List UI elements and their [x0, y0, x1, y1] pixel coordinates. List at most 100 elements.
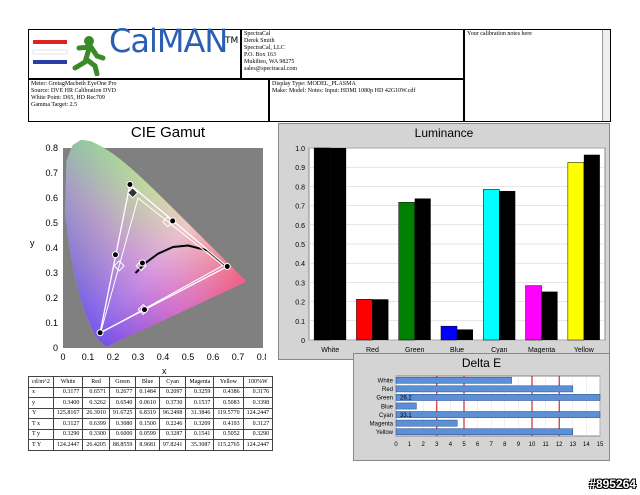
y-tick-label: 0.4: [45, 243, 58, 253]
luminance-bar-target: [499, 191, 516, 340]
table-header-cell: Cyan: [158, 376, 187, 388]
table-header-cell: White: [52, 376, 84, 388]
notes-scrollbar[interactable]: [602, 30, 610, 121]
x-tick-label: Yellow: [574, 347, 595, 354]
x-tick-label: Magenta: [528, 347, 555, 354]
x-tick-label: 15: [597, 442, 604, 448]
table-cell: 0.6399: [82, 418, 110, 430]
table-header-cell: cd/m^2: [28, 376, 54, 388]
company-line: sales@spectracal.com: [244, 66, 298, 72]
table-cell: 0.3080: [108, 418, 137, 430]
y-tick-label: 0: [301, 338, 305, 345]
delta-e-bar: [395, 376, 512, 384]
luminance-bar-measured: [440, 325, 458, 341]
table-cell: 0.3127: [242, 418, 274, 430]
table-cell: 96.2498: [158, 407, 187, 419]
table-cell: 119.5770: [213, 407, 244, 419]
table-cell: y: [28, 397, 54, 409]
table-cell: 35.3087: [185, 439, 215, 451]
y-tick-label: Cyan: [379, 413, 393, 419]
table-cell: 0.3300: [82, 428, 110, 440]
x-tick-label: Red: [366, 347, 379, 354]
delta-e-plot-area: [395, 375, 601, 437]
luminance-bar-measured: [483, 189, 500, 341]
y-tick-label: 0.2: [295, 300, 305, 307]
table-cell: 0.1537: [185, 397, 215, 409]
x-tick-label: Cyan: [491, 347, 507, 354]
table-cell: 31.3846: [185, 407, 215, 419]
y-tick-label: 0.7: [295, 204, 305, 211]
table-row: x 0.3177 0.6571 0.2677 0.1484 0.2097 0.3259 0.4…: [28, 386, 274, 398]
table-cell: 88.8559: [108, 439, 137, 451]
table-cell: 8.9681: [135, 439, 160, 451]
delta-e-bar: [395, 428, 574, 436]
meter-line: Meter: GretagMacbeth EyeOne Pro: [31, 81, 117, 87]
table-cell: 0.3290: [242, 428, 274, 440]
logo-text: CalMAN: [109, 22, 228, 60]
x-axis-label: x: [162, 366, 167, 376]
table-cell: 26.3910: [82, 407, 110, 419]
company-line: Mukilteo, WA 98275: [244, 59, 295, 65]
y-tick-label: 0.8: [45, 143, 58, 153]
table-cell: 0.3177: [52, 386, 84, 398]
y-axis-label: y: [30, 238, 35, 248]
table-cell: 0.5083: [213, 397, 244, 409]
table-cell: T x: [28, 418, 54, 430]
y-tick-label: Red: [382, 387, 393, 393]
y-tick-label: 0.1: [45, 318, 58, 328]
x-tick-label: 1: [408, 442, 412, 448]
calibration-notes[interactable]: Your calibration notes here: [464, 29, 611, 122]
y-tick-label: White: [378, 379, 394, 385]
x-tick-label: 0.8: [257, 352, 266, 362]
table-cell: 0.3176: [242, 386, 274, 398]
delta-e-bar: [395, 419, 458, 427]
x-tick-label: 10: [529, 442, 536, 448]
table-cell: 0.2677: [108, 386, 137, 398]
display-line: Display Type: MODEL_PLASMA: [272, 81, 356, 87]
y-tick-label: 0.4: [295, 261, 305, 268]
table-cell: 0.3400: [52, 397, 84, 409]
x-tick-label: 7: [490, 442, 494, 448]
y-tick-label: 0: [53, 343, 58, 353]
target-cyan-marker: [113, 260, 125, 272]
y-tick-label: 0.3: [45, 268, 58, 278]
delta-e-bar: [395, 402, 417, 410]
x-tick-label: 2: [422, 442, 426, 448]
company-line: Derek Smith: [244, 38, 275, 44]
table-cell: 0.6571: [82, 386, 110, 398]
table-cell: 0.3290: [52, 428, 84, 440]
table-cell: 115.2765: [213, 439, 244, 451]
table-cell: 0.0599: [135, 428, 160, 440]
x-tick-label: 0: [394, 442, 398, 448]
measured-white-point: [138, 259, 146, 267]
luminance-panel: Luminance 0 0.1 0.2 0.3 0.4 0.5 0.6 0.7 0.8 0.9 1.…: [278, 123, 610, 360]
delta-e-title: Delta E: [461, 356, 502, 370]
table-cell: 0.6540: [108, 397, 137, 409]
x-tick-label: 12: [556, 442, 563, 448]
luminance-bar-target: [414, 198, 431, 340]
table-cell: 0.1500: [135, 418, 160, 430]
logo-stripe-red: [33, 40, 67, 44]
luminance-bar-target: [330, 148, 347, 340]
logo-box: CalMAN TM: [28, 22, 241, 79]
table-row: T y 0.3290 0.3300 0.6000 0.0599 0.3287 0.1541 0…: [28, 428, 274, 440]
table-cell: 0.3259: [185, 386, 215, 398]
y-tick-label: 0.3: [295, 280, 305, 287]
table-cell: 97.8241: [158, 439, 187, 451]
company-info: SpectraCal Derek Smith SpectraCal, LLC P.O.…: [241, 29, 464, 79]
delta-e-bar: [395, 394, 601, 401]
x-tick-label: 0.4: [157, 352, 170, 362]
table-cell: 0.3262: [82, 397, 110, 409]
watermark: #895264: [589, 477, 636, 491]
x-tick-label: Blue: [450, 347, 464, 354]
measurement-table: cd/m^2 White Red Green Blue Cyan Magenta Yellow…: [28, 376, 274, 451]
delta-e-value-label: 26.2: [400, 396, 412, 402]
table-cell: 0.3209: [185, 418, 215, 430]
table-cell: T Y: [28, 439, 54, 451]
table-row: y 0.3400 0.3262 0.6540 0.0610 0.3730 0.1537 0.5…: [28, 397, 274, 409]
table-row: T Y 124.2447 26.4205 88.8559 8.9681 97.8241 35…: [28, 439, 274, 451]
y-tick-label: Green: [376, 396, 393, 402]
logo-stripe-white: [32, 49, 68, 55]
x-tick-label: 9: [517, 442, 521, 448]
